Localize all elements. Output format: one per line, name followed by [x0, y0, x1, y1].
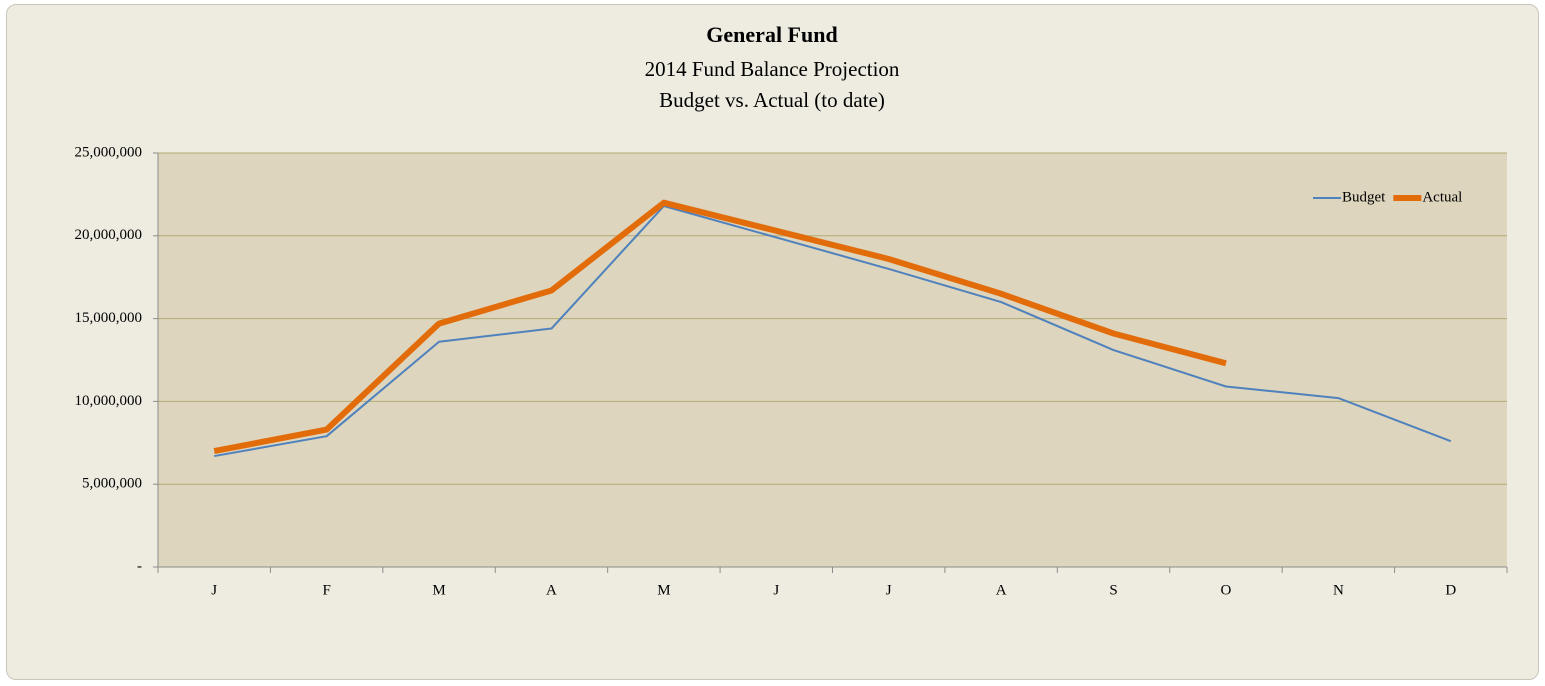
- y-tick-label: 25,000,000: [75, 144, 143, 160]
- chart-title: General Fund: [706, 22, 837, 47]
- y-tick-label: 10,000,000: [75, 393, 143, 409]
- x-tick-label: J: [773, 582, 779, 598]
- y-tick-label: 20,000,000: [75, 227, 143, 243]
- x-tick-label: D: [1445, 582, 1456, 598]
- legend-label: Budget: [1342, 189, 1386, 205]
- y-tick-label: 5,000,000: [82, 476, 142, 492]
- legend-label: Actual: [1422, 189, 1462, 205]
- x-tick-label: F: [322, 582, 330, 598]
- series-line: [213, 199, 1227, 455]
- x-tick-label: O: [1221, 582, 1232, 598]
- plot-area: [158, 153, 1507, 567]
- x-tick-label: M: [657, 582, 670, 598]
- x-tick-label: A: [546, 582, 557, 598]
- x-tick-label: J: [211, 582, 217, 598]
- x-tick-label: S: [1109, 582, 1117, 598]
- x-tick-label: J: [886, 582, 892, 598]
- x-tick-label: N: [1333, 582, 1344, 598]
- x-tick-label: A: [996, 582, 1007, 598]
- series-line: [214, 204, 1452, 458]
- chart-subtitle: Budget vs. Actual (to date): [659, 88, 885, 112]
- chart-subtitle: 2014 Fund Balance Projection: [645, 57, 900, 81]
- y-tick-label: -: [137, 558, 142, 574]
- x-tick-label: M: [432, 582, 445, 598]
- y-tick-label: 15,000,000: [75, 310, 143, 326]
